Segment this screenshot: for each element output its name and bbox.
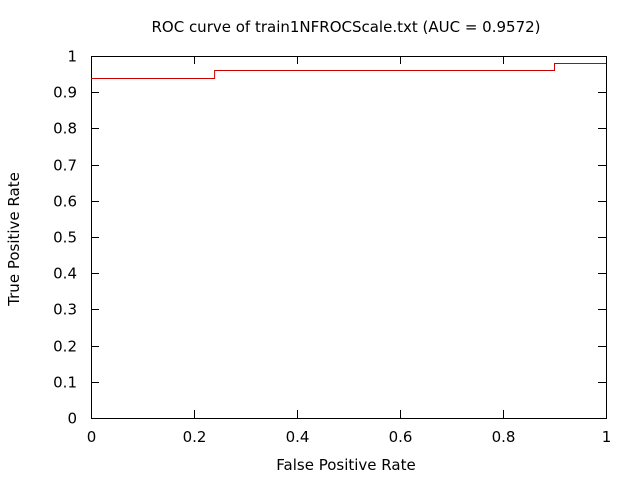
plot-frame: [91, 56, 607, 419]
roc-curve-line: [91, 63, 606, 79]
y-tick-label: 0.8: [53, 120, 77, 138]
x-tick-label: 0.6: [389, 428, 413, 446]
y-tick-label: 0.6: [53, 193, 77, 211]
y-tick-label: 0.5: [53, 229, 77, 247]
chart-title: ROC curve of train1NFROCScale.txt (AUC =…: [151, 18, 540, 36]
x-tick-label: 0.4: [286, 428, 310, 446]
y-tick-label: 0.9: [53, 84, 77, 102]
x-tick-label: 0.8: [492, 428, 516, 446]
x-tick-label: 0.2: [183, 428, 207, 446]
x-tick-label: 1: [602, 428, 612, 446]
y-tick-label: 0.1: [53, 374, 77, 392]
y-tick-label: 0.2: [53, 338, 77, 356]
y-tick-label: 0.7: [53, 157, 77, 175]
y-axis-label: True Positive Rate: [5, 172, 23, 307]
y-tick-label: 0: [67, 410, 77, 428]
x-axis-label: False Positive Rate: [276, 456, 415, 474]
x-tick-label: 0: [87, 428, 97, 446]
y-tick-label: 1: [67, 48, 77, 66]
y-tick-label: 0.3: [53, 301, 77, 319]
x-axis-ticks: 0 0.2 0.4 0.6 0.8 1: [87, 56, 612, 446]
series-layer: [91, 63, 606, 79]
y-axis-ticks: 0 0.1 0.2 0.3 0.4 0.5 0.6 0.7 0.8 0.9 1: [53, 48, 606, 428]
y-tick-label: 0.4: [53, 265, 77, 283]
